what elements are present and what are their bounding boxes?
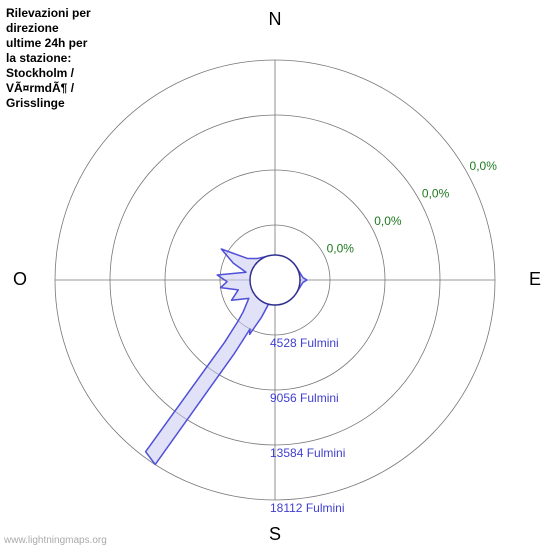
ring-label-blue: 13584 Fulmini: [270, 446, 345, 460]
cardinal-O: O: [13, 269, 27, 289]
ring-label-green: 0,0%: [470, 159, 498, 173]
ring-label-blue: 18112 Fulmini: [270, 501, 344, 515]
cardinal-S: S: [269, 524, 281, 544]
attribution-text: www.lightningmaps.org: [4, 535, 107, 546]
cardinal-N: N: [269, 9, 282, 29]
ring-label-blue: 9056 Fulmini: [270, 391, 339, 405]
ring-label-blue: 4528 Fulmini: [270, 336, 339, 350]
ring-label-green: 0,0%: [374, 214, 402, 228]
ring-label-green: 0,0%: [422, 187, 450, 201]
cardinal-E: E: [529, 269, 541, 289]
center-hole: [250, 255, 300, 305]
ring-label-green: 0,0%: [327, 242, 355, 256]
polar-chart: 0,0% 0,0% 0,0% 0,0% 4528 Fulmini 9056 Fulmini…: [0, 0, 550, 550]
